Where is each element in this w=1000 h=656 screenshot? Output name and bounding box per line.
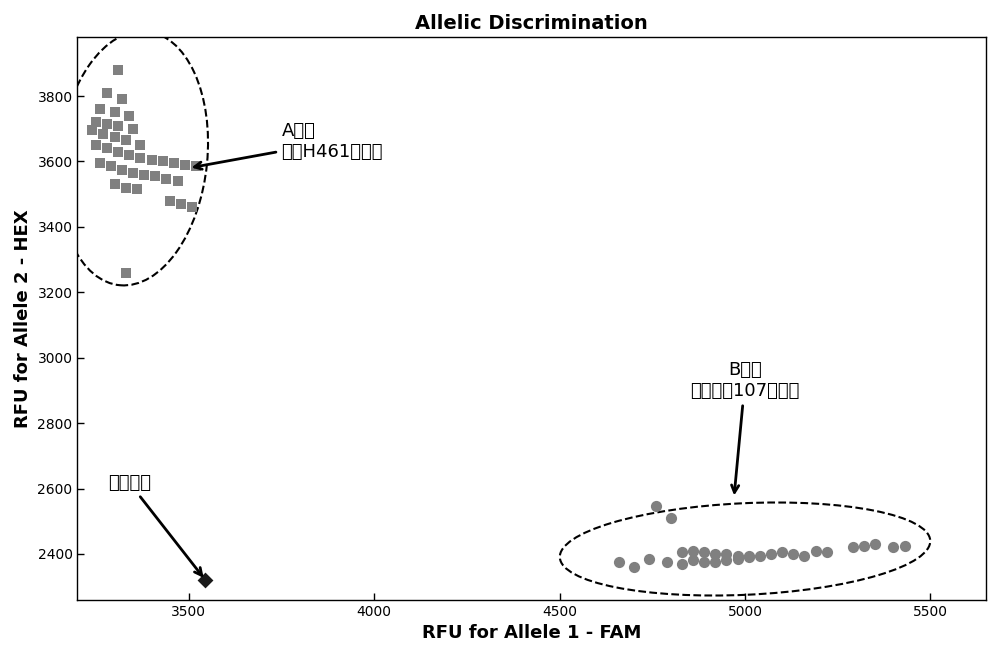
Point bbox=[110, 146, 126, 157]
Point bbox=[162, 195, 178, 206]
Point bbox=[819, 547, 835, 558]
Y-axis label: RFU for Allele 2 - HEX: RFU for Allele 2 - HEX bbox=[14, 209, 32, 428]
Point bbox=[118, 268, 134, 278]
Point bbox=[132, 140, 148, 150]
Point bbox=[84, 125, 100, 136]
Point bbox=[730, 550, 746, 561]
Point bbox=[763, 548, 779, 559]
Point bbox=[99, 143, 115, 154]
Point bbox=[103, 161, 119, 172]
Point bbox=[132, 153, 148, 163]
Text: 空白对照: 空白对照 bbox=[108, 474, 202, 575]
Point bbox=[170, 176, 186, 186]
Text: B类型
（与川麦107相同）: B类型 （与川麦107相同） bbox=[690, 361, 800, 493]
Point bbox=[845, 542, 861, 552]
Point bbox=[785, 548, 801, 559]
Point bbox=[107, 179, 123, 190]
Point bbox=[752, 550, 768, 561]
Text: A类型
（与H461相同）: A类型 （与H461相同） bbox=[194, 123, 383, 169]
Point bbox=[88, 117, 104, 127]
Point bbox=[197, 575, 213, 585]
Point bbox=[885, 542, 901, 552]
Point bbox=[95, 129, 111, 139]
Point bbox=[696, 547, 712, 558]
Point bbox=[659, 557, 675, 567]
Point bbox=[110, 65, 126, 75]
Point bbox=[147, 171, 163, 182]
Point bbox=[107, 132, 123, 142]
Point bbox=[88, 140, 104, 150]
Point bbox=[897, 541, 913, 551]
Point bbox=[685, 555, 701, 565]
Point bbox=[674, 547, 690, 558]
Point bbox=[663, 513, 679, 523]
Point bbox=[730, 554, 746, 564]
Point bbox=[99, 87, 115, 98]
Point bbox=[184, 202, 200, 213]
Point bbox=[110, 120, 126, 131]
Point bbox=[166, 158, 182, 169]
Point bbox=[121, 110, 137, 121]
Point bbox=[173, 199, 189, 209]
Point bbox=[867, 539, 883, 549]
Point bbox=[99, 119, 115, 129]
Point bbox=[718, 548, 734, 559]
Point bbox=[696, 557, 712, 567]
Point bbox=[92, 158, 108, 169]
Point bbox=[114, 165, 130, 175]
Point bbox=[796, 550, 812, 561]
Point bbox=[685, 545, 701, 556]
Point bbox=[155, 156, 171, 167]
Point bbox=[136, 169, 152, 180]
X-axis label: RFU for Allele 1 - FAM: RFU for Allele 1 - FAM bbox=[422, 624, 641, 642]
Point bbox=[144, 155, 160, 165]
Point bbox=[707, 548, 723, 559]
Point bbox=[707, 557, 723, 567]
Point bbox=[808, 545, 824, 556]
Point bbox=[118, 135, 134, 146]
Point bbox=[648, 501, 664, 512]
Title: Allelic Discrimination: Allelic Discrimination bbox=[415, 14, 648, 33]
Point bbox=[125, 168, 141, 178]
Point bbox=[107, 107, 123, 117]
Point bbox=[856, 541, 872, 551]
Point bbox=[92, 104, 108, 114]
Point bbox=[158, 174, 174, 185]
Point bbox=[188, 161, 204, 172]
Point bbox=[774, 547, 790, 558]
Point bbox=[177, 159, 193, 170]
Point bbox=[718, 555, 734, 565]
Point bbox=[121, 150, 137, 160]
Point bbox=[129, 184, 145, 195]
Point bbox=[741, 552, 757, 562]
Point bbox=[114, 94, 130, 104]
Point bbox=[626, 562, 642, 572]
Point bbox=[674, 558, 690, 569]
Point bbox=[125, 123, 141, 134]
Point bbox=[611, 557, 627, 567]
Point bbox=[118, 182, 134, 193]
Point bbox=[641, 554, 657, 564]
Point bbox=[741, 550, 757, 561]
